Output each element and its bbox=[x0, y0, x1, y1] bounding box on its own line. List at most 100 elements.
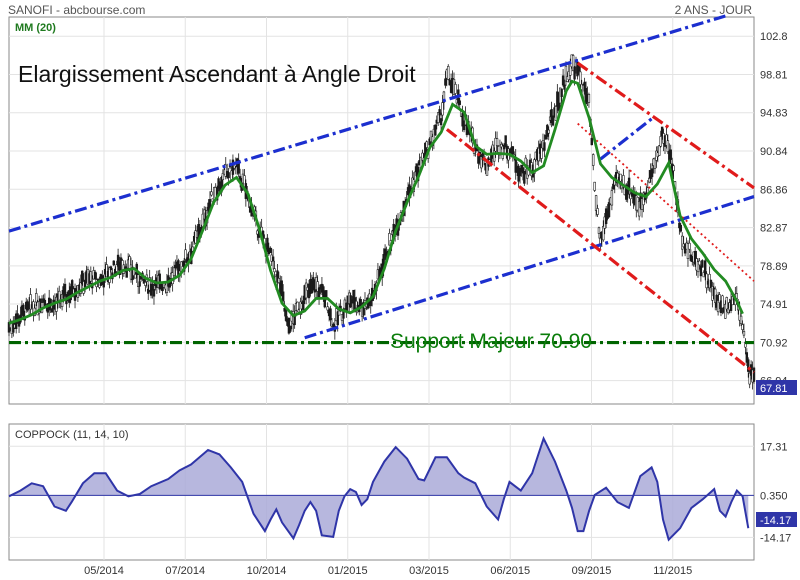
candle-body bbox=[425, 141, 428, 148]
candle-body bbox=[504, 135, 507, 147]
candle-body bbox=[428, 138, 431, 146]
candle-body bbox=[729, 299, 733, 311]
candle-body bbox=[287, 317, 291, 334]
candle-body bbox=[442, 91, 446, 103]
candle-body bbox=[594, 195, 598, 211]
candle-body bbox=[533, 159, 536, 174]
price-y-tick-label: 70.92 bbox=[760, 337, 788, 349]
candle-body bbox=[587, 94, 591, 103]
candle-body bbox=[596, 208, 599, 215]
candle-body bbox=[83, 279, 87, 288]
candle-body bbox=[622, 175, 625, 188]
candle-body bbox=[637, 201, 641, 217]
candle-body bbox=[227, 172, 230, 179]
candle-body bbox=[323, 292, 326, 308]
candle-body bbox=[518, 167, 522, 177]
chart-period-title: 2 ANS - JOUR bbox=[675, 3, 753, 17]
candle-body bbox=[326, 306, 329, 311]
falling-line-upper bbox=[576, 61, 755, 190]
x-axis: 05/2014 07/2014 10/2014 01/2015 03/2015 06/20… bbox=[84, 565, 692, 577]
x-tick-label: 07/2014 bbox=[165, 565, 205, 577]
candle-body bbox=[136, 274, 140, 287]
candle-body bbox=[271, 256, 275, 262]
candle-body bbox=[742, 331, 746, 336]
candle-body bbox=[302, 300, 305, 310]
support-annotation: Support Majeur 70.90 bbox=[390, 330, 592, 353]
candle-body bbox=[125, 268, 128, 278]
candle-body bbox=[718, 294, 721, 303]
candle-body bbox=[81, 270, 84, 285]
candle-body bbox=[563, 84, 566, 90]
coppock-area bbox=[9, 438, 749, 540]
price-last-value-badge: 67.81 bbox=[756, 380, 797, 395]
candle-body bbox=[79, 282, 82, 294]
inner-rising-line bbox=[599, 117, 653, 161]
candle-body bbox=[50, 308, 54, 313]
price-y-tick-label: 98.81 bbox=[760, 70, 788, 82]
candle-body bbox=[521, 167, 525, 174]
candle-body bbox=[70, 280, 74, 291]
candle-body bbox=[739, 315, 743, 324]
candle-body bbox=[579, 71, 582, 86]
candle-body bbox=[283, 307, 286, 312]
candle-body bbox=[543, 142, 546, 151]
candle-body bbox=[144, 281, 147, 286]
candle-body bbox=[748, 372, 751, 385]
candle-body bbox=[441, 102, 444, 116]
x-tick-label: 11/2015 bbox=[653, 565, 692, 577]
candle-body bbox=[741, 324, 744, 330]
candle-body bbox=[161, 285, 164, 292]
candle-body bbox=[696, 261, 700, 273]
candle-body bbox=[688, 242, 691, 250]
candle-body bbox=[698, 260, 701, 266]
price-y-tick-label: 74.91 bbox=[760, 299, 788, 311]
candle-body bbox=[701, 260, 704, 268]
candle-body bbox=[672, 165, 675, 172]
candle-body bbox=[650, 168, 654, 178]
price-y-axis: 102.8 98.81 94.83 90.84 86.86 82.87 78.89 74.91… bbox=[760, 31, 788, 387]
x-tick-label: 09/2015 bbox=[572, 565, 612, 577]
candle-body bbox=[112, 260, 115, 266]
candle-body bbox=[745, 352, 749, 363]
candle-body bbox=[108, 267, 111, 283]
price-y-tick-label: 94.83 bbox=[760, 108, 788, 120]
candle-body bbox=[540, 147, 543, 159]
candle-body bbox=[429, 130, 433, 142]
coppock-y-tick-label: 17.31 bbox=[760, 441, 788, 453]
price-panel bbox=[8, 16, 755, 405]
coppock-label: COPPOCK (11, 14, 10) bbox=[15, 429, 129, 441]
price-y-tick-label: 82.87 bbox=[760, 223, 788, 235]
candle-body bbox=[658, 145, 661, 156]
candle-body bbox=[277, 278, 281, 283]
candle-body bbox=[151, 283, 154, 291]
price-last-value: 67.81 bbox=[760, 383, 788, 395]
candle-body bbox=[724, 303, 727, 319]
candle-body bbox=[269, 247, 272, 254]
candle-body bbox=[726, 308, 730, 314]
candle-body bbox=[752, 367, 756, 382]
candle-body bbox=[560, 88, 563, 98]
candle-body bbox=[289, 325, 292, 332]
candle-body bbox=[577, 66, 581, 72]
candle-body bbox=[313, 287, 316, 293]
candle-body bbox=[731, 296, 734, 306]
candle-body bbox=[666, 140, 670, 153]
candle-body bbox=[747, 359, 750, 372]
candle-body bbox=[592, 154, 595, 166]
candle-body bbox=[557, 98, 560, 111]
candle-body bbox=[669, 149, 672, 160]
candle-body bbox=[495, 138, 499, 146]
candle-body bbox=[551, 115, 555, 126]
candle-body bbox=[498, 145, 502, 156]
candle-body bbox=[454, 84, 457, 94]
falling-line-lower bbox=[445, 128, 755, 374]
candle-body bbox=[388, 233, 391, 246]
candle-body bbox=[547, 129, 550, 134]
candle-body bbox=[280, 280, 283, 294]
candle-body bbox=[597, 227, 601, 234]
candle-body bbox=[89, 271, 93, 282]
candle-body bbox=[725, 297, 728, 310]
candle-body bbox=[210, 191, 213, 196]
rising-channel-upper bbox=[8, 13, 729, 233]
candle-body bbox=[369, 300, 372, 307]
